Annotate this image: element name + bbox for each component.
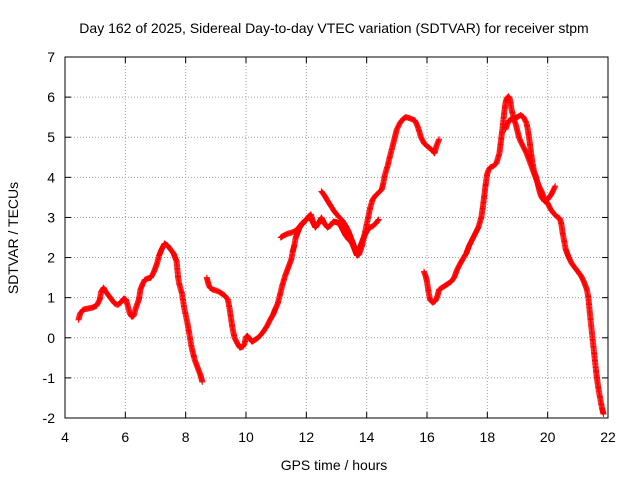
y-tick-label: -2 (43, 410, 56, 426)
y-tick-label: 3 (47, 209, 55, 225)
y-tick-label: 5 (47, 129, 55, 145)
y-tick-label: 2 (47, 250, 55, 266)
data-point (199, 378, 206, 385)
x-tick-label: 18 (480, 429, 496, 445)
data-point (436, 136, 443, 143)
y-tick-label: 7 (47, 49, 55, 65)
y-tick-label: 6 (47, 89, 55, 105)
x-tick-label: 10 (238, 429, 254, 445)
x-tick-label: 16 (419, 429, 435, 445)
x-tick-label: 20 (540, 429, 556, 445)
x-tick-label: 4 (61, 429, 69, 445)
data-point (375, 217, 382, 224)
y-tick-label: 1 (47, 290, 55, 306)
data-point (312, 224, 319, 231)
x-tick-label: 6 (121, 429, 129, 445)
x-tick-label: 12 (299, 429, 315, 445)
data-markers (75, 93, 607, 417)
y-tick-label: 0 (47, 330, 55, 346)
x-tick-label: 14 (359, 429, 375, 445)
data-point (375, 216, 382, 223)
data-point (551, 184, 558, 191)
y-tick-label: -1 (43, 370, 56, 386)
y-axis-label: SDTVAR / TECUs (5, 182, 21, 294)
data-point (552, 183, 559, 190)
chart-title: Day 162 of 2025, Sidereal Day-to-day VTE… (79, 20, 588, 36)
data-point (600, 410, 607, 417)
plot-frame (64, 56, 609, 419)
x-tick-label: 8 (182, 429, 190, 445)
x-tick-label: 22 (600, 429, 616, 445)
x-axis-label: GPS time / hours (281, 457, 388, 473)
y-tick-label: 4 (47, 169, 55, 185)
